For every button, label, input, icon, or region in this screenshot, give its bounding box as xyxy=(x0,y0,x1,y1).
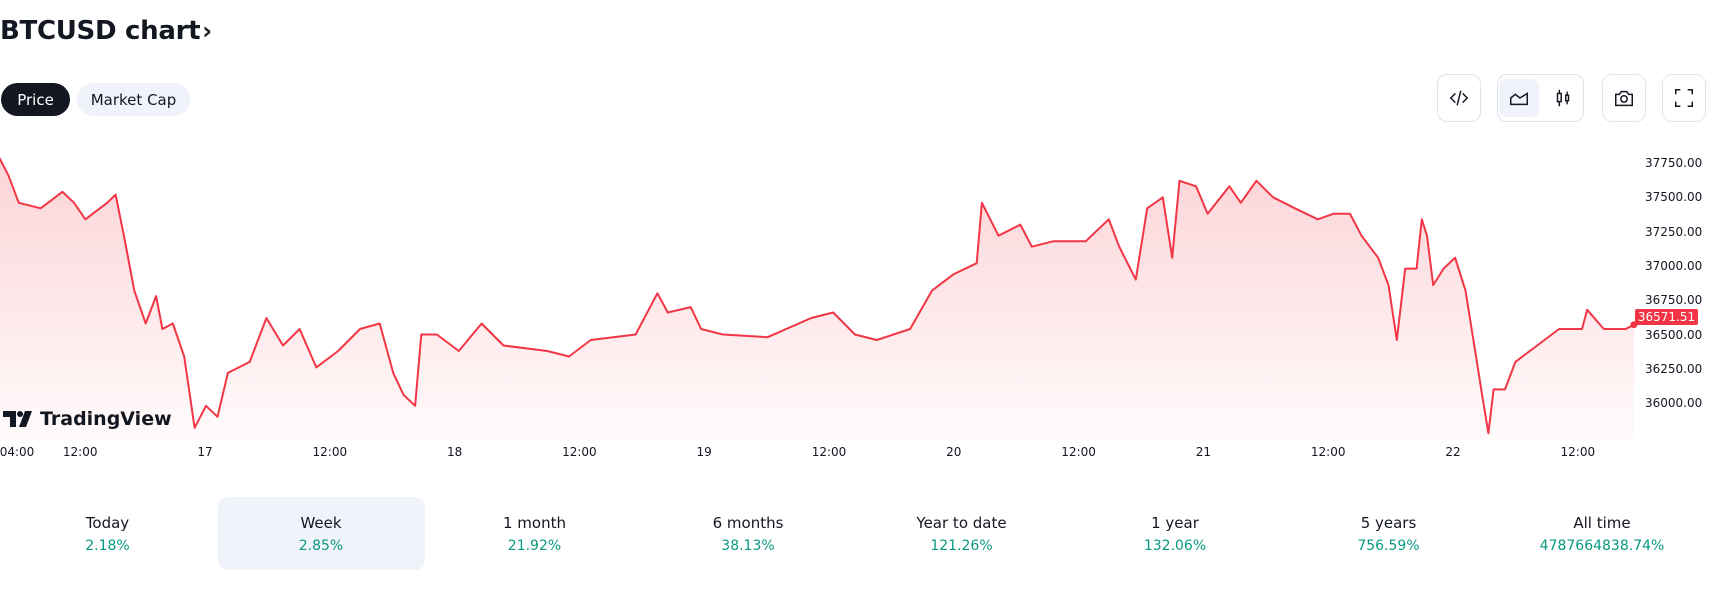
x-tick-label: 18 xyxy=(446,445,463,459)
screenshot-button[interactable] xyxy=(1602,74,1646,122)
y-tick-label: 36000.00 xyxy=(1645,396,1703,411)
fullscreen-button[interactable] xyxy=(1662,74,1706,122)
price-area-fill xyxy=(0,159,1634,440)
y-tick-label: 36250.00 xyxy=(1645,361,1703,376)
period-label: 5 years xyxy=(1360,514,1417,532)
tab-price[interactable]: Price xyxy=(1,83,70,116)
x-tick-label: 12:00 xyxy=(62,445,98,459)
x-tick-label: 21 xyxy=(1195,445,1212,459)
period-label: Today xyxy=(85,514,130,532)
y-tick-label: 37000.00 xyxy=(1645,258,1703,273)
x-tick-label: 20 xyxy=(946,445,962,459)
chart-type-group xyxy=(1497,74,1584,122)
period-year-to-date[interactable]: Year to date 121.26% xyxy=(858,497,1065,570)
period-change: 132.06% xyxy=(1143,538,1207,554)
x-tick-label: 12:00 xyxy=(312,445,348,459)
period-change: 121.26% xyxy=(930,538,993,554)
area-chart-icon xyxy=(1509,92,1528,106)
y-tick-label: 37750.00 xyxy=(1645,156,1703,170)
code-embed-icon xyxy=(1449,90,1469,106)
area-chart-button[interactable] xyxy=(1498,79,1539,117)
chart-title-link[interactable]: BTCUSD chart› xyxy=(0,16,212,46)
x-tick-label: 12:00 xyxy=(562,445,597,459)
period-change: 4787664838.74% xyxy=(1539,538,1665,554)
x-tick-label: 22 xyxy=(1445,445,1461,459)
period-change: 38.13% xyxy=(721,538,775,554)
period-1-year[interactable]: 1 year 132.06% xyxy=(1072,497,1279,570)
x-tick-label: 04:00 xyxy=(0,445,35,459)
logo-text: TradingView xyxy=(40,408,172,430)
x-tick-label: 17 xyxy=(197,445,213,459)
tradingview-logo-icon xyxy=(3,411,32,427)
y-tick-label: 37250.00 xyxy=(1645,224,1703,239)
x-tick-label: 12:00 xyxy=(1310,445,1346,459)
x-tick-label: 19 xyxy=(696,445,712,459)
title-text: BTCUSD chart xyxy=(0,16,201,46)
period-label: 1 month xyxy=(503,514,566,532)
period-label: Week xyxy=(300,514,342,532)
price-line xyxy=(0,156,1635,435)
period-label: All time xyxy=(1573,514,1631,532)
camera-icon xyxy=(1615,90,1633,107)
y-tick-label: 36750.00 xyxy=(1645,293,1703,308)
period-week[interactable]: Week 2.85% xyxy=(217,497,425,570)
period-label: 6 months xyxy=(712,514,784,532)
last-price-label: 36571.51 xyxy=(1635,309,1698,325)
period-today[interactable]: Today 2.18% xyxy=(4,497,211,570)
embed-button[interactable] xyxy=(1437,74,1481,122)
period-6-months[interactable]: 6 months 38.13% xyxy=(645,497,852,570)
candles-icon xyxy=(1556,89,1569,107)
period-label: 1 year xyxy=(1151,514,1199,532)
period-1-month[interactable]: 1 month 21.92% xyxy=(431,497,638,570)
y-tick-label: 37500.00 xyxy=(1645,190,1703,205)
candles-button[interactable] xyxy=(1543,79,1583,117)
period-change: 756.59% xyxy=(1357,538,1420,554)
period-label: Year to date xyxy=(916,514,1007,532)
x-tick-label: 12:00 xyxy=(1560,445,1596,459)
period-change: 21.92% xyxy=(507,538,562,554)
tab-market-cap[interactable]: Market Cap xyxy=(77,83,190,116)
period-5-years[interactable]: 5 years 756.59% xyxy=(1285,497,1492,570)
fullscreen-icon xyxy=(1675,89,1693,107)
tradingview-logo[interactable]: TradingView xyxy=(3,408,172,430)
period-change: 2.85% xyxy=(298,538,344,554)
x-tick-label: 12:00 xyxy=(811,445,847,459)
x-tick-label: 12:00 xyxy=(1061,445,1096,459)
price-chart[interactable] xyxy=(0,140,1719,440)
period-all-time[interactable]: All time 4787664838.74% xyxy=(1499,497,1706,570)
y-tick-label: 36500.00 xyxy=(1645,327,1703,342)
period-change: 2.18% xyxy=(85,538,130,554)
chevron-right-icon: › xyxy=(202,17,212,45)
